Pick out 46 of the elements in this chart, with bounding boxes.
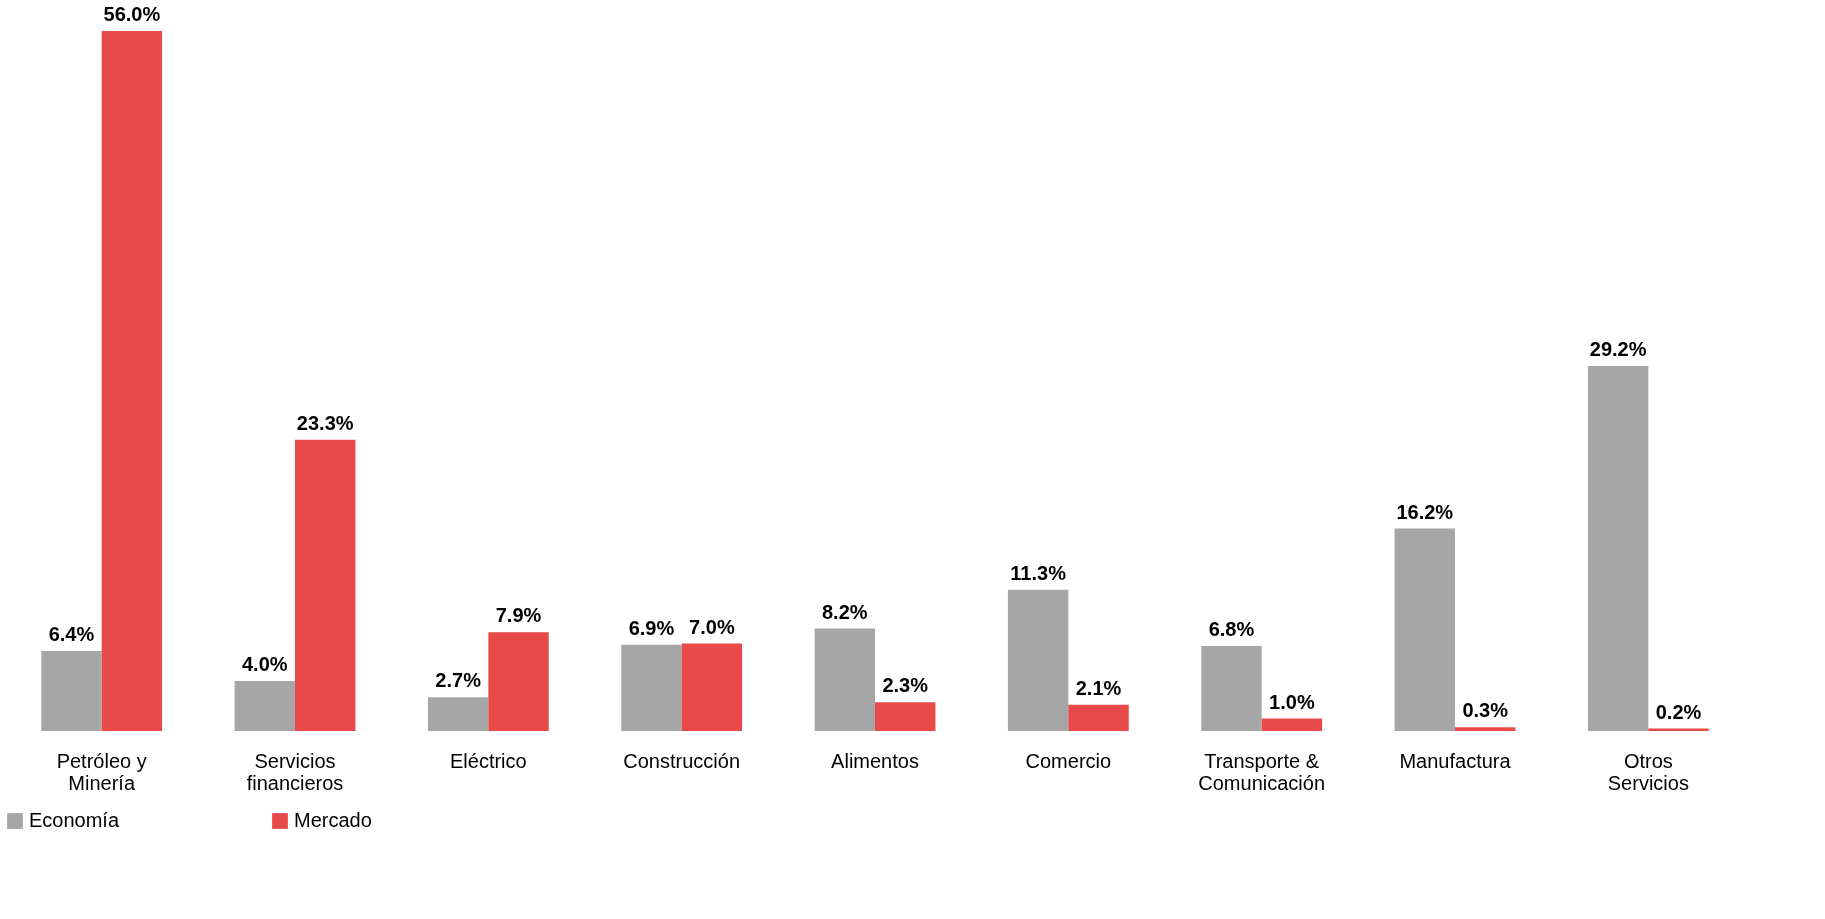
bar	[621, 644, 682, 731]
x-tick-label: Transporte & Comunicación	[1198, 749, 1326, 794]
bar	[101, 31, 163, 731]
bar	[814, 628, 875, 731]
bar	[234, 681, 295, 731]
legend-label: Mercado	[294, 809, 372, 831]
x-tick-label: Construcción	[623, 749, 741, 772]
data-label: 6.8%	[1208, 618, 1255, 640]
data-label: 0.3%	[1462, 699, 1509, 722]
data-label: 2.1%	[1075, 676, 1122, 699]
data-label: 56.0%	[103, 3, 161, 25]
bar	[427, 697, 489, 731]
bar	[1455, 727, 1516, 731]
data-label: 16.2%	[1396, 500, 1454, 523]
x-tick-label: Servicios financieros	[246, 749, 344, 794]
data-label: 0.2%	[1655, 700, 1702, 723]
data-label: 7.0%	[689, 615, 735, 638]
legend-label: Economía	[29, 809, 120, 831]
data-label: 7.9%	[495, 604, 542, 627]
data-label: 2.7%	[435, 669, 482, 692]
x-tick-label: Alimentos	[831, 749, 919, 772]
data-label: 1.0%	[1269, 690, 1315, 713]
x-tick-label: Comercio	[1025, 749, 1112, 772]
bar	[1394, 528, 1455, 731]
x-tick-label: Petróleo y Minería	[56, 749, 147, 794]
bar	[488, 632, 549, 731]
x-tick-label: Manufactura	[1399, 749, 1512, 772]
bar	[1587, 366, 1649, 731]
x-tick-label: Eléctrico	[449, 749, 527, 772]
bar	[1261, 718, 1323, 731]
x-tick-label: Otros Servicios	[1607, 749, 1689, 794]
bar	[41, 651, 102, 731]
data-label: 6.4%	[48, 623, 95, 645]
data-label: 8.2%	[821, 600, 868, 623]
data-label: 23.3%	[296, 411, 354, 434]
bar	[681, 643, 743, 731]
data-label: 2.3%	[882, 674, 929, 697]
bar	[1068, 704, 1129, 731]
data-label: 6.9%	[628, 616, 675, 639]
bar	[1201, 646, 1262, 731]
data-label: 4.0%	[241, 653, 288, 675]
bar	[1007, 589, 1069, 731]
bar	[875, 702, 936, 731]
data-label: 11.3%	[1010, 561, 1067, 584]
bar	[295, 439, 356, 731]
data-label: 29.2%	[1589, 338, 1647, 360]
